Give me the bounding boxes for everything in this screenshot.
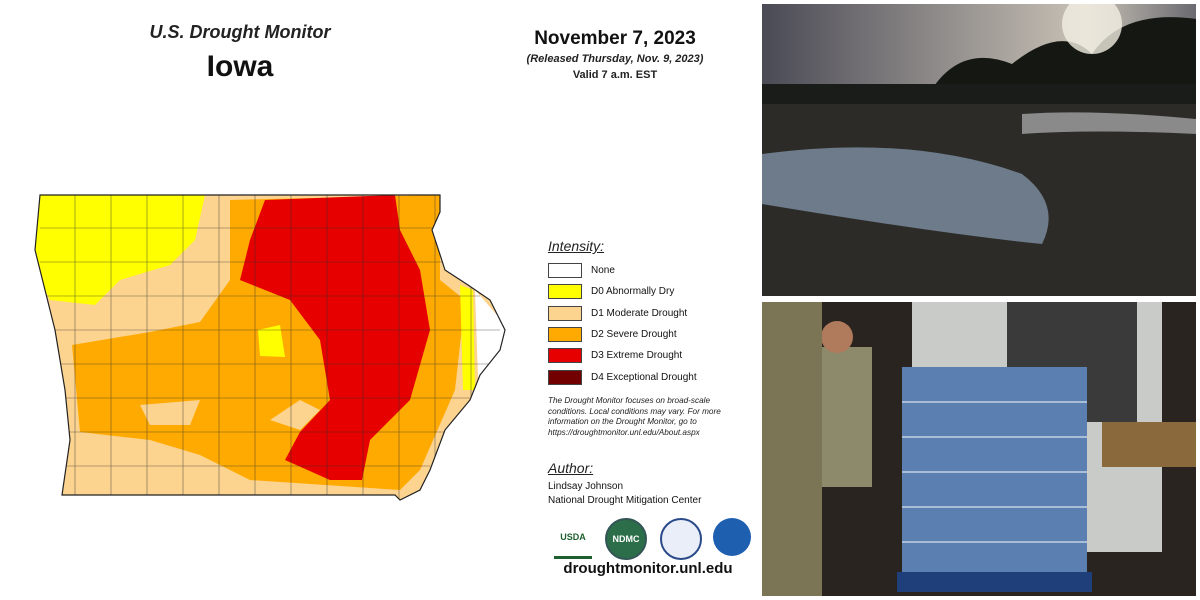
legend-item: D0 Abnormally Dry [548,281,697,302]
website: droughtmonitor.unl.edu [563,560,733,577]
county-lines [40,195,500,500]
legend-item: D3 Extreme Drought [548,345,697,366]
logo [713,518,751,556]
legend-item: D1 Moderate Drought [548,303,697,324]
legend-swatch [548,263,582,279]
author-name: Lindsay Johnson [548,481,624,492]
legend-swatch [548,327,582,343]
date: November 7, 2023 [534,28,696,49]
legend-label: D0 Abnormally Dry [591,286,675,298]
title: U.S. Drought Monitor [149,22,331,42]
d1-area [140,400,320,430]
logo: USDA [554,518,592,559]
photo-warehouse [762,302,1196,596]
note: The Drought Monitor focuses on broad-sca… [548,396,721,437]
legend: None D0 Abnormally Dry D1 Moderate Drought… [548,260,697,388]
map [34,194,506,501]
released: (Released Thursday, Nov. 9, 2023) [526,53,704,65]
legend-label: D3 Extreme Drought [591,350,683,362]
legend-label: D2 Severe Drought [591,329,677,341]
legend-swatch [548,305,582,321]
author-org: National Drought Mitigation Center [548,495,702,506]
legend-swatch [548,284,582,300]
legend-title: Intensity: [548,238,605,254]
valid: Valid 7 a.m. EST [572,69,658,81]
photo-river [762,4,1196,296]
state-name: Iowa [206,50,274,83]
legend-label: None [591,265,615,277]
legend-item: None [548,260,697,281]
legend-item: D2 Severe Drought [548,324,697,345]
legend-swatch [548,348,582,364]
legend-item: D4 Exceptional Drought [548,366,697,387]
legend-label: D4 Exceptional Drought [591,371,697,383]
none-area [475,290,505,378]
logo: NDMC [605,518,647,560]
d0-area [35,195,205,305]
legend-swatch [548,369,582,385]
author-heading: Author: [548,460,594,476]
legend-label: D1 Moderate Drought [591,307,688,319]
d3-area [240,195,430,480]
logo [660,518,702,560]
